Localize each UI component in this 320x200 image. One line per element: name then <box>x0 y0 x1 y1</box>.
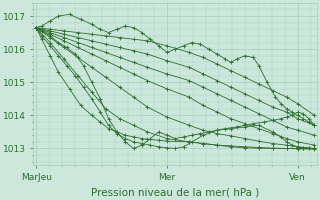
X-axis label: Pression niveau de la mer( hPa ): Pression niveau de la mer( hPa ) <box>91 187 260 197</box>
